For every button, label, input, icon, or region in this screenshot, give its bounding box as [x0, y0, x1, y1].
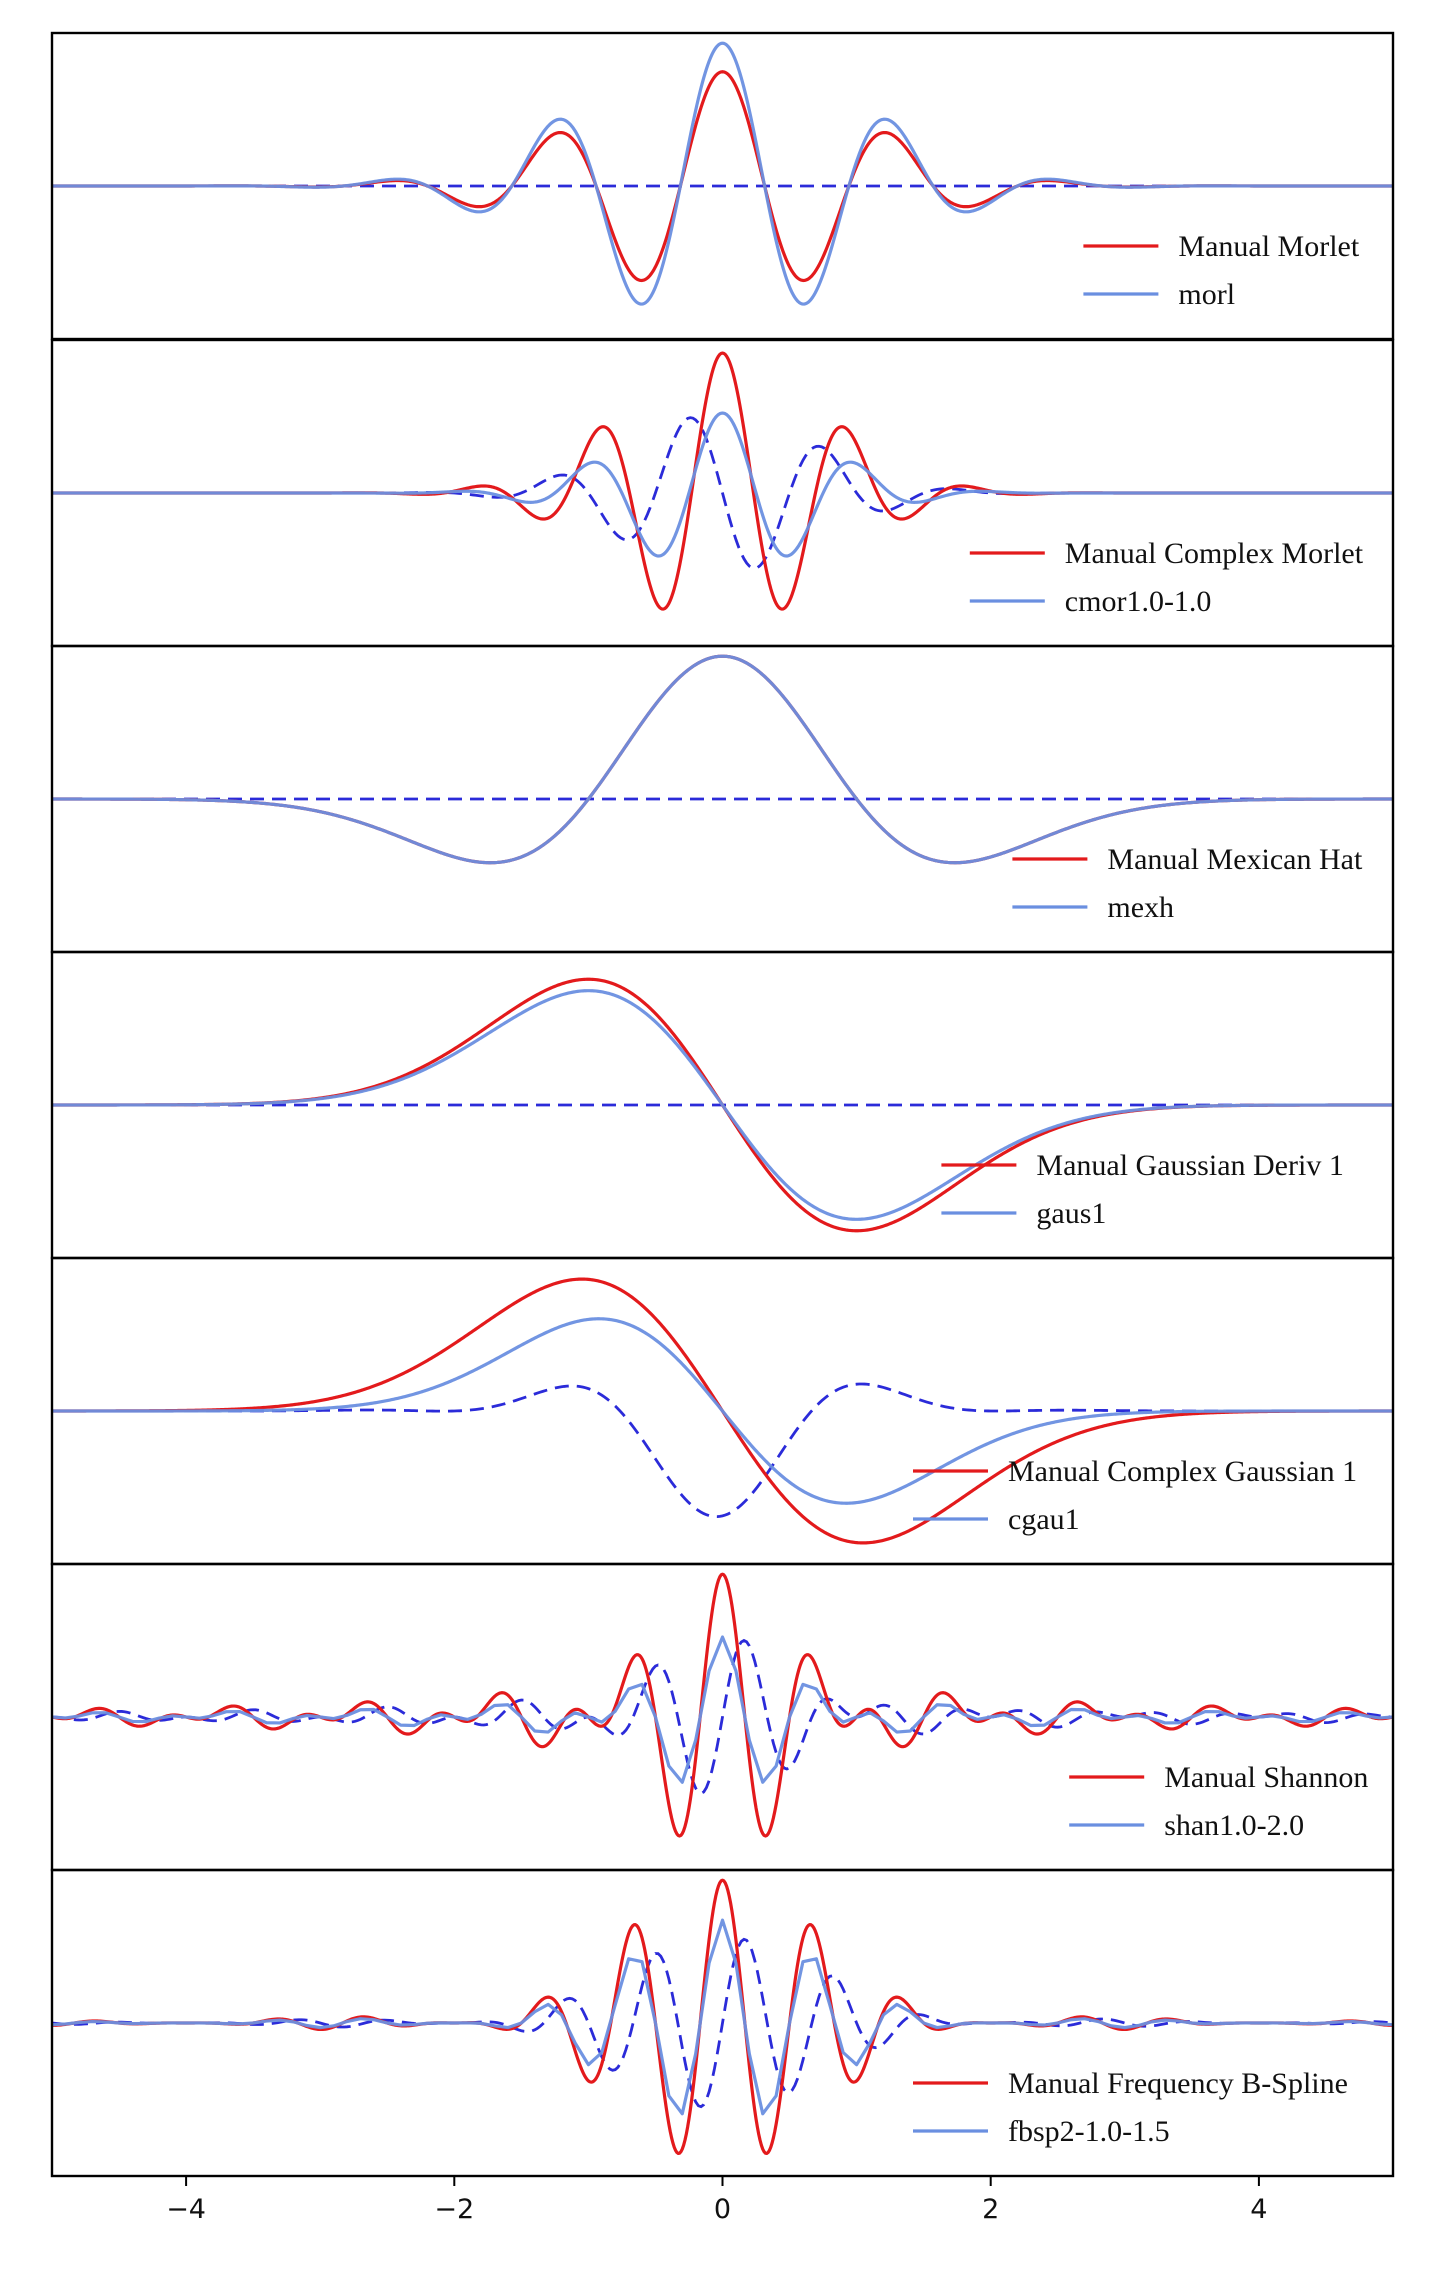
series-line-morl [52, 41, 1393, 306]
legend-label: Manual Gaussian Deriv 1 [1036, 1149, 1343, 1182]
legend: Manual Frequency B-Spline fbsp2-1.0-1.5 [913, 2067, 1348, 2148]
x-tick-label: 2 [982, 2194, 999, 2225]
legend-label: Manual Complex Gaussian 1 [1008, 1455, 1357, 1488]
panel-frequency-b-spline: Manual Frequency B-Spline fbsp2-1.0-1.5 [50, 1868, 1395, 2178]
legend: Manual Complex Gaussian 1 cgau1 [913, 1455, 1357, 1536]
series-line-fbsp2-1.0-1.5 [52, 1918, 1393, 2116]
series-line-Manual Mexican Hat [52, 654, 1393, 865]
legend-label: Manual Frequency B-Spline [1008, 2067, 1348, 2100]
panel-morlet: Manual Morlet morl [50, 31, 1395, 341]
plot-area [52, 41, 1393, 306]
legend-label: Manual Complex Morlet [1065, 537, 1364, 570]
x-axis: −4 −2 0 2 4 [166, 2176, 1267, 2225]
legend-label: Manual Shannon [1164, 1761, 1368, 1794]
legend: Manual Shannon shan1.0-2.0 [1069, 1761, 1368, 1842]
legend: Manual Morlet morl [1083, 230, 1360, 311]
series-line-cmor1.0-1.0 [52, 411, 1393, 558]
series-line-cgau1 [52, 1317, 1393, 1505]
panel-complex-morlet: Manual Complex Morlet cmor1.0-1.0 [50, 338, 1395, 648]
legend: Manual Mexican Hat mexh [1012, 843, 1363, 924]
panel-gaussian-deriv-1: Manual Gaussian Deriv 1 gaus1 [50, 950, 1395, 1260]
series-line-gaus1 [52, 989, 1393, 1221]
plot-area [52, 351, 1393, 611]
x-tick-label: 0 [714, 2194, 731, 2225]
legend: Manual Complex Morlet cmor1.0-1.0 [969, 537, 1364, 618]
panel-complex-gaussian-1: Manual Complex Gaussian 1 cgau1 [50, 1256, 1395, 1566]
legend-label: shan1.0-2.0 [1164, 1809, 1304, 1842]
legend-label: cmor1.0-1.0 [1065, 585, 1212, 618]
x-tick-label: 4 [1250, 2194, 1267, 2225]
legend-label: fbsp2-1.0-1.5 [1008, 2115, 1170, 2148]
legend-label: Manual Morlet [1178, 230, 1359, 263]
legend: Manual Gaussian Deriv 1 gaus1 [941, 1149, 1344, 1230]
plot-area [52, 1572, 1393, 1838]
x-tick-label: −2 [434, 2194, 474, 2225]
series-line-mexh [52, 654, 1393, 865]
legend-label: mexh [1107, 891, 1174, 924]
plot-area [52, 1277, 1393, 1545]
imaginary-line [52, 1382, 1393, 1519]
plot-area [52, 1878, 1393, 2155]
legend-label: cgau1 [1008, 1503, 1080, 1536]
series-line-Manual Shannon [52, 1572, 1393, 1838]
panel-mexican-hat: Manual Mexican Hat mexh [50, 644, 1395, 954]
plot-area [52, 654, 1393, 865]
series-line-Manual Complex Morlet [52, 351, 1393, 611]
panel-shannon: Manual Shannon shan1.0-2.0 [50, 1562, 1395, 1872]
legend-label: gaus1 [1036, 1197, 1106, 1230]
plot-area [52, 977, 1393, 1233]
imaginary-line [52, 1937, 1393, 2109]
series-line-shan1.0-2.0 [52, 1635, 1393, 1784]
legend-label: morl [1178, 278, 1235, 311]
legend-label: Manual Mexican Hat [1107, 843, 1363, 876]
imaginary-line [52, 1638, 1393, 1796]
x-tick-label: −4 [166, 2194, 206, 2225]
